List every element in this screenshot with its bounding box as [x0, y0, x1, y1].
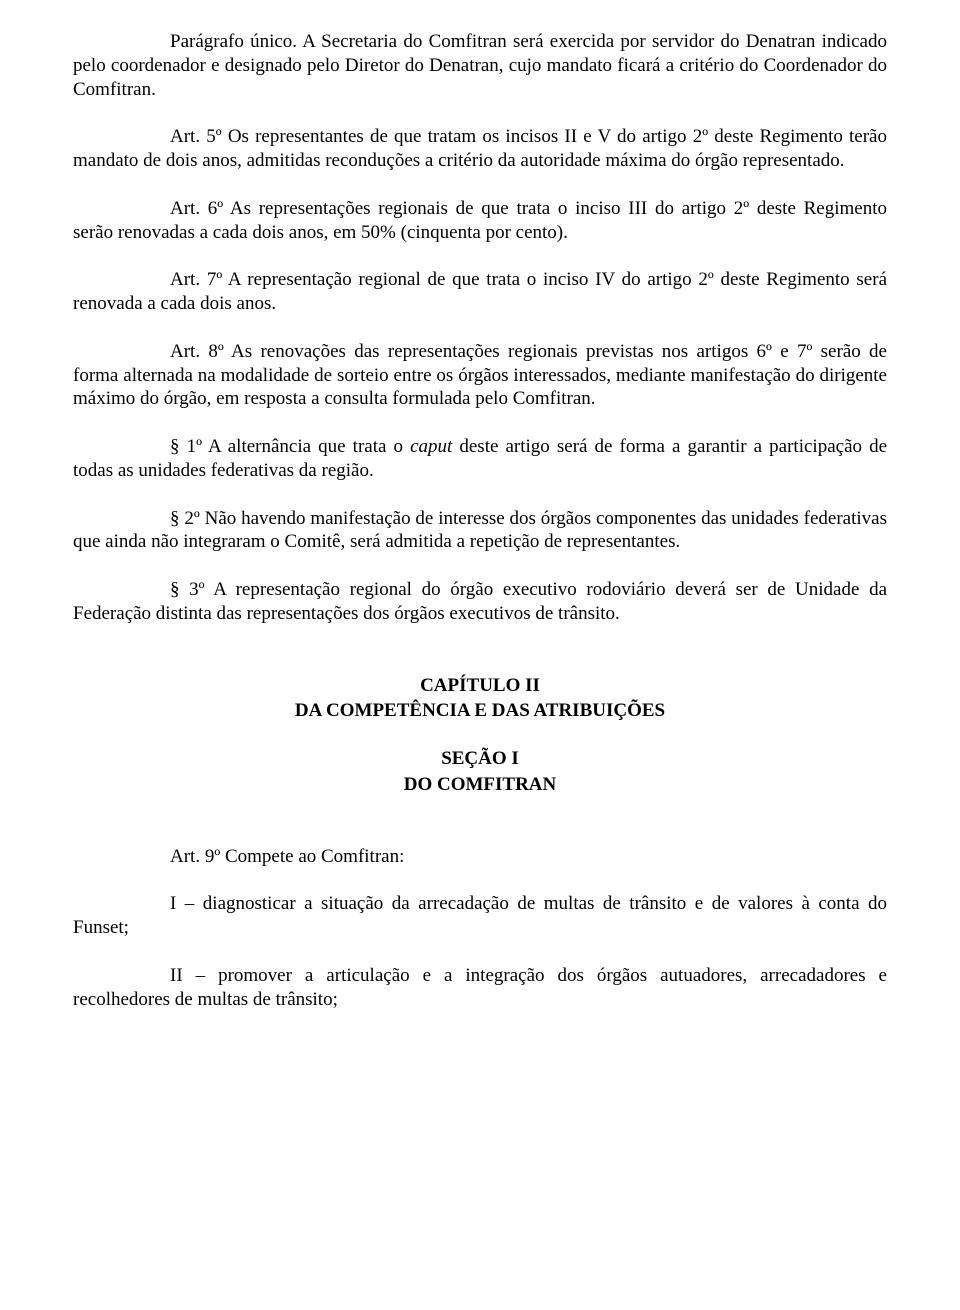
chapter-number: CAPÍTULO II	[73, 674, 887, 698]
paragraph-1-art8: § 1º A alternância que trata o caput des…	[73, 435, 887, 483]
item-2-art9: II – promover a articulação e a integraç…	[73, 964, 887, 1012]
section-number: SEÇÃO I	[73, 747, 887, 771]
chapter-title: DA COMPETÊNCIA E DAS ATRIBUIÇÕES	[73, 699, 887, 723]
paragraph-unico: Parágrafo único. A Secretaria do Comfitr…	[73, 30, 887, 101]
item-1-art9: I – diagnosticar a situação da arrecadaç…	[73, 892, 887, 940]
article-9: Art. 9º Compete ao Comfitran:	[73, 845, 887, 869]
article-6: Art. 6º As representações regionais de q…	[73, 197, 887, 245]
section-title: DO COMFITRAN	[73, 773, 887, 797]
italic-caput: caput	[410, 436, 452, 457]
paragraph-text-before: § 1º A alternância que trata o	[170, 436, 410, 457]
paragraph-2-art8: § 2º Não havendo manifestação de interes…	[73, 507, 887, 555]
section-heading: SEÇÃO I DO COMFITRAN	[73, 747, 887, 797]
chapter-heading: CAPÍTULO II DA COMPETÊNCIA E DAS ATRIBUI…	[73, 674, 887, 724]
paragraph-3-art8: § 3º A representação regional do órgão e…	[73, 578, 887, 626]
article-5: Art. 5º Os representantes de que tratam …	[73, 125, 887, 173]
article-7: Art. 7º A representação regional de que …	[73, 268, 887, 316]
article-8: Art. 8º As renovações das representações…	[73, 340, 887, 411]
